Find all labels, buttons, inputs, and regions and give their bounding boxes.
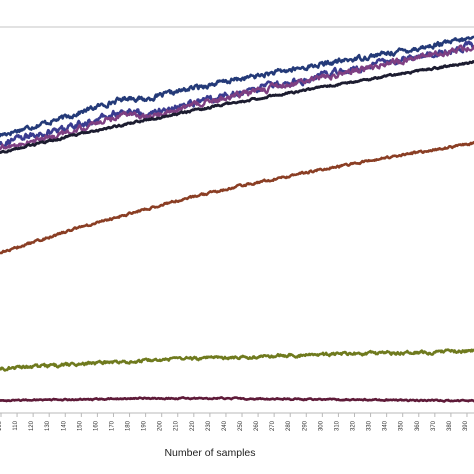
x-tick-label: 290 (302, 420, 308, 431)
x-tick-label: 140 (61, 420, 67, 431)
x-tick-label: 280 (286, 420, 292, 431)
x-tick-label: 270 (270, 420, 276, 431)
x-tick-layer: 100 110 120 130 140 150 160 170 180 190 200 210 220 2… (0, 413, 469, 431)
x-tick-label: 350 (399, 420, 405, 431)
x-tick-label: 130 (45, 420, 51, 431)
x-tick-label: 240 (222, 420, 228, 431)
x-tick-label: 330 (367, 420, 373, 431)
x-tick-label: 120 (29, 420, 35, 431)
series-line-7 (0, 396, 474, 403)
x-tick-label: 300 (318, 420, 324, 431)
x-tick-label: 200 (158, 420, 164, 431)
x-tick-label: 180 (126, 420, 132, 431)
x-tick-label: 310 (334, 420, 340, 431)
x-tick-label: 390 (463, 420, 469, 431)
x-tick-label: 260 (254, 420, 260, 431)
x-tick-label: 370 (431, 420, 437, 431)
x-tick-label: 170 (109, 420, 115, 431)
series-line-1 (0, 35, 474, 138)
x-tick-label: 340 (383, 420, 389, 431)
x-tick-label: 210 (174, 420, 180, 431)
x-tick-label: 220 (190, 420, 196, 431)
x-tick-label: 250 (238, 420, 244, 431)
x-tick-label: 320 (350, 420, 356, 431)
x-tick-label: 230 (206, 420, 212, 431)
x-tick-label: 360 (415, 420, 421, 431)
x-axis-title: Number of samples (164, 447, 255, 459)
x-tick-label: 190 (142, 420, 148, 431)
series-line-4 (0, 60, 474, 155)
series-line-5 (0, 140, 474, 255)
series-line-3 (0, 44, 474, 151)
series-layer (0, 35, 474, 403)
x-tick-label: 150 (77, 420, 83, 431)
x-tick-label: 110 (13, 420, 19, 430)
x-tick-label: 100 (0, 420, 3, 431)
x-tick-label: 380 (447, 420, 453, 431)
x-tick-label: 160 (93, 420, 99, 431)
series-line-6 (0, 348, 474, 372)
